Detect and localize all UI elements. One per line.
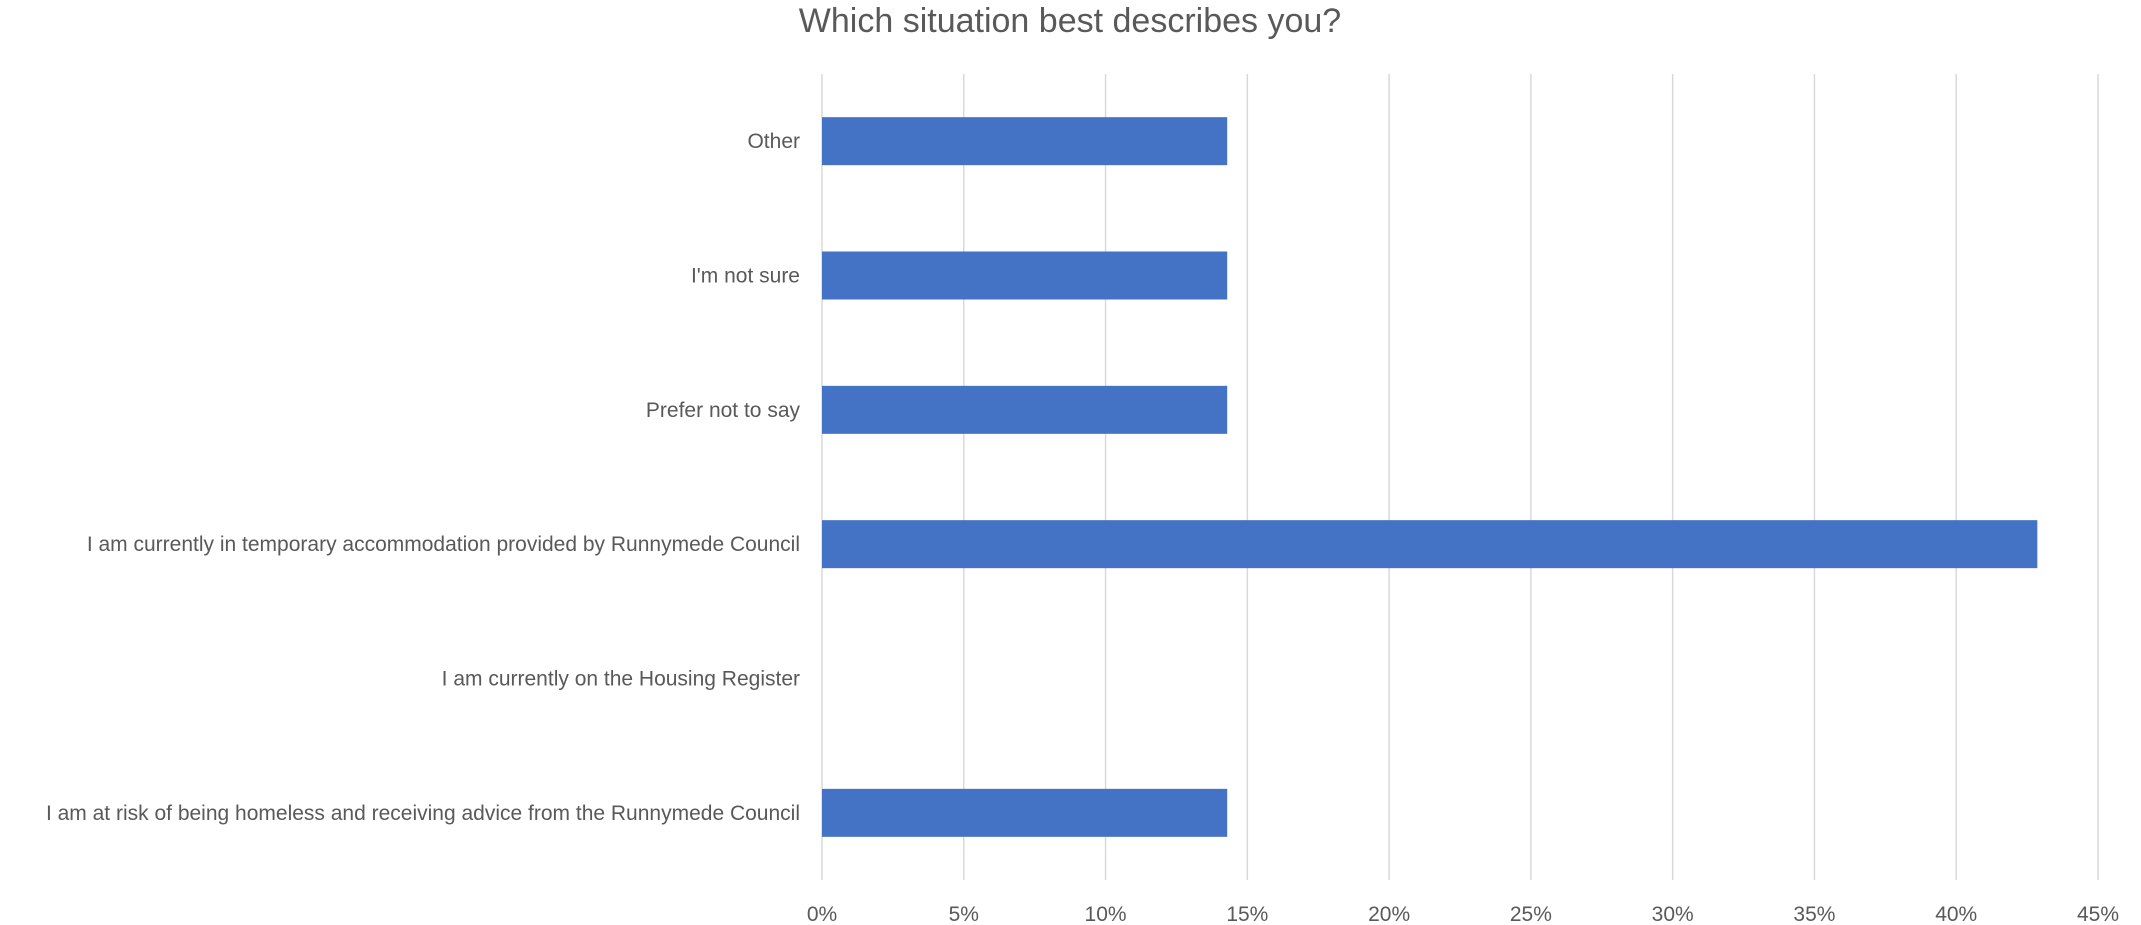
category-label: Other xyxy=(747,130,800,153)
x-tick-label: 20% xyxy=(1368,903,1410,925)
bars xyxy=(822,117,2038,837)
x-tick-label: 15% xyxy=(1226,903,1268,925)
bar xyxy=(822,788,1228,837)
x-tick-label: 30% xyxy=(1652,903,1694,925)
bar xyxy=(822,251,1228,300)
category-label: Prefer not to say xyxy=(646,399,801,422)
x-tick-label: 25% xyxy=(1510,903,1552,925)
x-tick-label: 0% xyxy=(807,903,837,925)
gridlines xyxy=(821,74,2099,880)
category-label: I am currently on the Housing Register xyxy=(442,668,800,691)
bar xyxy=(822,385,1228,434)
x-axis-tick-labels: 0% 5% 10% 15% 20% 25% 30% 35% 40% 45% xyxy=(807,903,2119,925)
bar xyxy=(822,520,2038,569)
x-tick-label: 5% xyxy=(949,903,979,925)
x-tick-label: 40% xyxy=(1935,903,1977,925)
category-label: I am at risk of being homeless and recei… xyxy=(46,802,800,825)
x-tick-label: 35% xyxy=(1793,903,1835,925)
x-tick-label: 10% xyxy=(1085,903,1127,925)
bar xyxy=(822,117,1228,166)
category-labels: I am at risk of being homeless and recei… xyxy=(46,130,801,825)
x-tick-label: 45% xyxy=(2077,903,2119,925)
category-label: I am currently in temporary accommodatio… xyxy=(87,533,800,556)
category-label: I'm not sure xyxy=(691,265,800,288)
chart-title: Which situation best describes you? xyxy=(799,2,1341,40)
